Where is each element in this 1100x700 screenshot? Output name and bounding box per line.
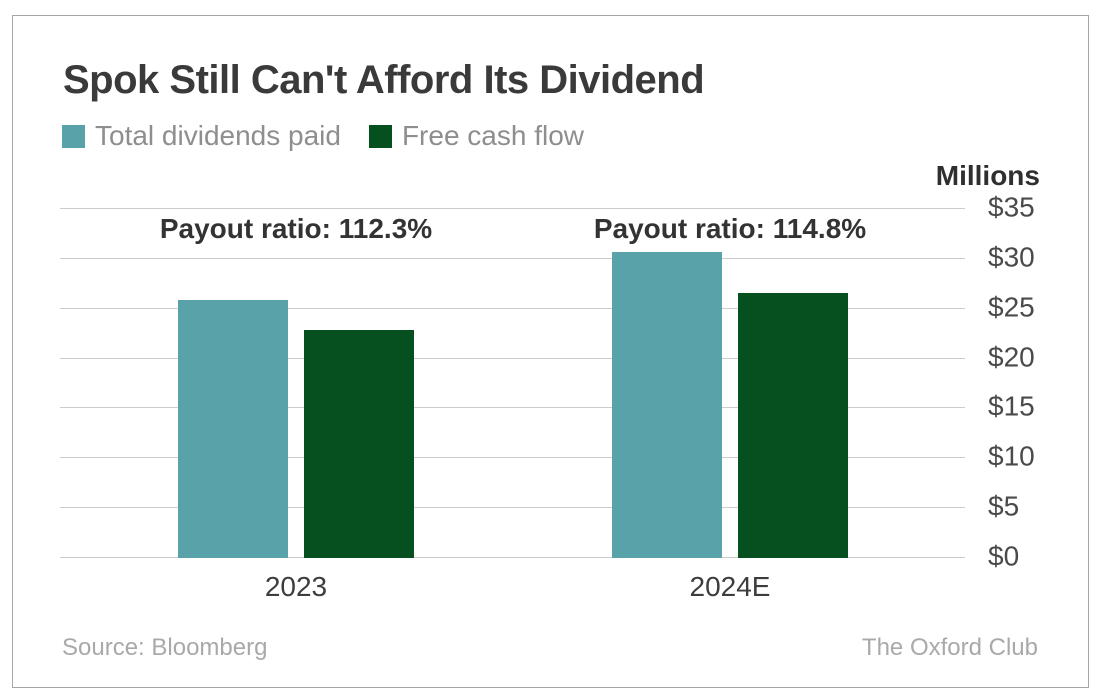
legend-item: Total dividends paid bbox=[62, 120, 341, 152]
legend-label: Free cash flow bbox=[401, 120, 585, 151]
legend-swatch-icon bbox=[368, 124, 392, 148]
bar-total-dividends-paid-2024e bbox=[612, 251, 722, 558]
legend-swatch-icon bbox=[62, 124, 85, 148]
gridline bbox=[60, 557, 965, 558]
gridline bbox=[60, 357, 965, 359]
y-tick-label: $15 bbox=[988, 390, 1035, 422]
bar-free-cash-flow-2024e bbox=[738, 292, 848, 558]
y-tick-label: $20 bbox=[988, 340, 1035, 372]
chart-title: Spok Still Can't Afford Its Dividend bbox=[63, 58, 705, 102]
x-tick-label: 2023 bbox=[264, 571, 328, 602]
payout-ratio-annotation: Payout ratio: 112.3% bbox=[159, 213, 433, 244]
gridline bbox=[60, 457, 965, 459]
legend-item: Free cash flow bbox=[368, 120, 585, 152]
legend: Total dividends paid Free cash flow bbox=[62, 120, 584, 152]
gridline bbox=[60, 208, 965, 209]
bar-free-cash-flow-2023 bbox=[304, 329, 414, 558]
y-axis-unit-label: Millions bbox=[935, 160, 1040, 191]
bar-total-dividends-paid-2023 bbox=[178, 299, 288, 558]
x-tick-label: 2024E bbox=[689, 571, 771, 602]
y-tick-label: $10 bbox=[988, 440, 1035, 472]
y-tick-label: $35 bbox=[988, 191, 1035, 223]
chart-card-border bbox=[12, 15, 1089, 688]
y-tick-label: $25 bbox=[988, 291, 1035, 323]
y-tick-label: $0 bbox=[988, 540, 1020, 572]
publisher-credit: The Oxford Club bbox=[861, 634, 1038, 661]
source-credit: Source: Bloomberg bbox=[62, 634, 268, 661]
payout-ratio-annotation: Payout ratio: 114.8% bbox=[593, 213, 867, 244]
gridline bbox=[60, 307, 965, 309]
y-tick-label: $30 bbox=[988, 241, 1035, 273]
legend-label: Total dividends paid bbox=[95, 120, 341, 151]
y-tick-label: $5 bbox=[988, 490, 1020, 522]
gridline bbox=[60, 507, 965, 509]
gridline bbox=[60, 257, 965, 259]
gridline bbox=[60, 407, 965, 409]
